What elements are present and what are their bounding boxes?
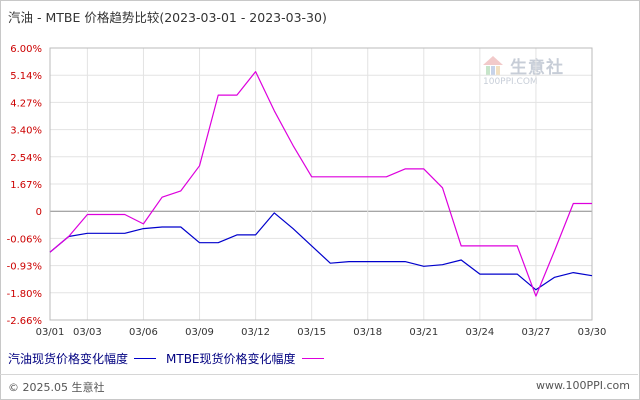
y-tick-label: 5.14%	[10, 71, 42, 82]
axes	[49, 47, 593, 321]
x-tick-label: 03/01	[36, 327, 65, 338]
x-tick-label: 03/12	[241, 327, 270, 338]
legend-swatch-series-1	[134, 358, 157, 359]
y-tick-label: -2.66%	[7, 316, 42, 327]
legend-label-series-1: 汽油现货价格变化幅度	[8, 352, 129, 366]
site-url-link[interactable]: www.100PPI.com	[536, 379, 630, 392]
watermark-name: 生意社	[510, 58, 564, 78]
x-tick-label: 03/15	[297, 327, 326, 338]
series-line-1	[49, 212, 593, 291]
y-tick-label: 6.00%	[10, 44, 42, 55]
y-tick-label: 4.27%	[10, 98, 42, 109]
x-tick-label: 03/09	[185, 327, 214, 338]
x-tick-labels: 03/01 03/03 03/06 03/09 03/12 03/15 03/18 03/21…	[36, 327, 607, 338]
legend-item-series-1: 汽油现货价格变化幅度	[8, 350, 157, 367]
y-tick-label: -0.06%	[7, 234, 42, 245]
y-tick-label: 1.67%	[10, 180, 42, 191]
legend-item-series-2: MTBE现货价格变化幅度	[166, 350, 324, 367]
x-tick-label: 03/21	[409, 327, 438, 338]
legend-swatch-series-2	[301, 358, 324, 359]
legend-label-series-2: MTBE现货价格变化幅度	[166, 352, 296, 366]
y-tick-label: -0.93%	[7, 262, 42, 273]
plot-area-border	[49, 47, 593, 321]
logo-icon	[483, 56, 503, 75]
x-tick-label: 03/03	[73, 327, 102, 338]
y-tick-label: 3.40%	[10, 126, 42, 137]
y-tick-label: 2.54%	[10, 153, 42, 164]
y-tick-label: -1.80%	[7, 289, 42, 300]
legend: 汽油现货价格变化幅度 MTBE现货价格变化幅度	[8, 350, 334, 367]
footer-divider	[0, 374, 638, 375]
x-tick-label: 03/24	[465, 327, 494, 338]
chart-title: 汽油 - MTBE 价格趋势比较(2023-03-01 - 2023-03-30…	[8, 10, 327, 25]
y-tick-label: 0	[36, 207, 42, 218]
watermark-url: 100PPI.COM	[483, 77, 538, 87]
copyright-text: © 2025.05 生意社	[8, 381, 105, 394]
x-tick-label: 03/06	[129, 327, 158, 338]
x-tick-label: 03/30	[578, 327, 607, 338]
grid	[49, 47, 593, 321]
watermark: 生意社 100PPI.COM	[482, 53, 582, 93]
x-tick-label: 03/27	[522, 327, 551, 338]
y-tick-labels: 6.00% 5.14% 4.27% 3.40% 2.54% 1.67% 0 -0.06% -0.…	[7, 44, 42, 327]
x-tick-label: 03/18	[353, 327, 382, 338]
series-line-2	[49, 70, 592, 297]
series	[49, 70, 593, 297]
